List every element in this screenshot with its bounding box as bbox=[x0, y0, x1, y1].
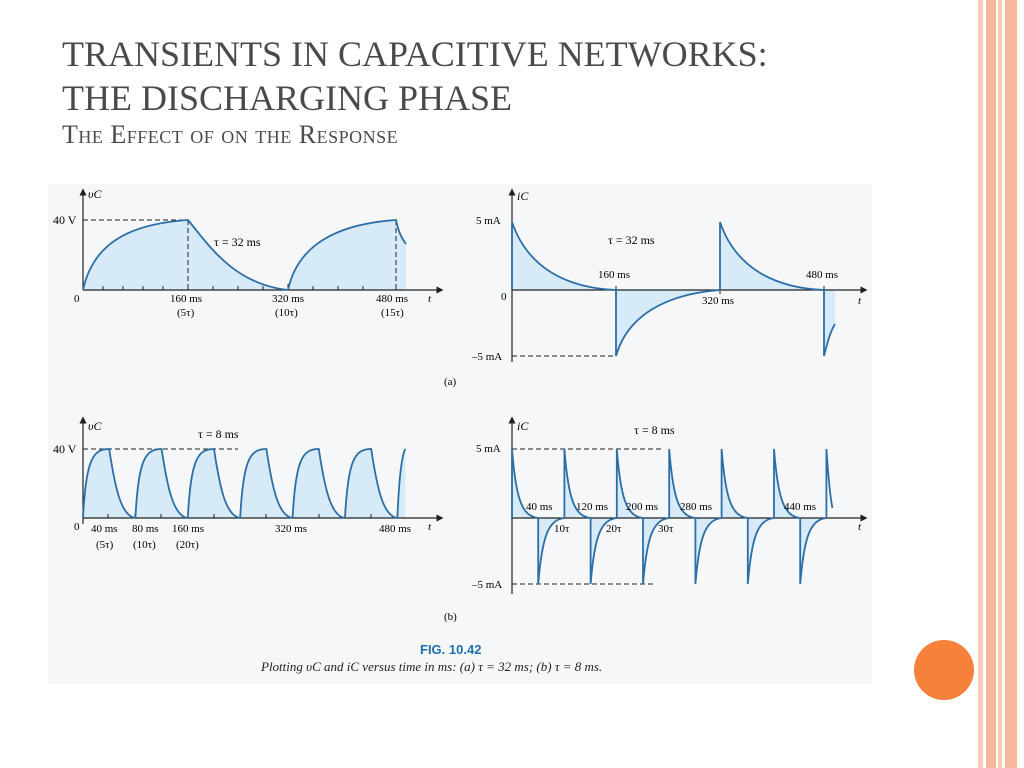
vc-b-tick-1: 40 ms bbox=[91, 523, 118, 535]
orange-circle-decoration bbox=[914, 640, 974, 700]
ic-b-xlabel: t bbox=[858, 521, 862, 533]
ic-b-curve bbox=[511, 448, 834, 585]
slide-title: TRANSIENTS IN CAPACITIVE NETWORKS: THE D… bbox=[62, 32, 962, 120]
panel-b-vc-plot: υC 40 V 0 t τ = 8 ms 40 ms 80 ms 160 ms … bbox=[53, 416, 444, 551]
ic-a-tick-above-1: 160 ms bbox=[598, 269, 630, 281]
vc-b-level: 40 V bbox=[53, 442, 77, 456]
figure-svg: υC 40 V 0 t τ = 32 ms 160 ms 320 ms 480 … bbox=[53, 187, 868, 674]
ic-a-xlabel: t bbox=[858, 295, 862, 307]
right-stripe-4 bbox=[1005, 0, 1017, 768]
vc-a-fill-2 bbox=[288, 220, 406, 290]
ic-b-tick-below-2: 20τ bbox=[606, 523, 622, 535]
vc-b-tick-sub-2: (10τ) bbox=[133, 539, 156, 551]
vc-a-fill bbox=[83, 220, 288, 290]
ic-a-curve bbox=[511, 221, 836, 357]
title-line-2: THE DISCHARGING PHASE bbox=[62, 78, 513, 118]
ic-a-fill-pos-2 bbox=[720, 222, 824, 290]
vc-a-tick-sub-1: (5τ) bbox=[177, 307, 195, 319]
vc-b-tau: τ = 8 ms bbox=[198, 427, 239, 441]
vc-b-origin: 0 bbox=[74, 521, 80, 533]
ic-b-tick-below-3: 30τ bbox=[658, 523, 674, 535]
right-stripe-3 bbox=[998, 0, 1002, 768]
vc-a-xlabel: t bbox=[428, 293, 432, 305]
vc-a-curve bbox=[82, 219, 407, 291]
ic-a-ylabel: iC bbox=[517, 189, 529, 203]
figure-panel: υC 40 V 0 t τ = 32 ms 160 ms 320 ms 480 … bbox=[48, 184, 872, 684]
vc-b-xlabel: t bbox=[428, 521, 432, 533]
panel-a-vc-plot: υC 40 V 0 t τ = 32 ms 160 ms 320 ms 480 … bbox=[53, 187, 444, 319]
ic-b-tick-above-2: 120 ms bbox=[576, 501, 608, 513]
ic-a-tau: τ = 32 ms bbox=[608, 233, 655, 247]
ic-b-pos: 5 mA bbox=[476, 443, 501, 455]
vc-b-tick-2: 80 ms bbox=[132, 523, 159, 535]
ic-b-tick-above-4: 280 ms bbox=[680, 501, 712, 513]
ic-b-ylabel: iC bbox=[517, 419, 529, 433]
vc-b-tick-5: 480 ms bbox=[379, 523, 411, 535]
vc-b-ylabel: υC bbox=[88, 419, 103, 433]
panel-a-label: (a) bbox=[444, 376, 457, 388]
vc-b-tick-sub-3: (20τ) bbox=[176, 539, 199, 551]
vc-a-tick-sub-2: (10τ) bbox=[275, 307, 298, 319]
ic-a-fill-neg bbox=[616, 290, 720, 356]
title-line-1: TRANSIENTS IN CAPACITIVE NETWORKS: bbox=[62, 34, 768, 74]
ic-a-neg: –5 mA bbox=[471, 351, 502, 363]
panel-a-ic-plot: iC 5 mA –5 mA 0 t τ = 32 ms 160 ms 480 m… bbox=[471, 188, 868, 363]
ic-a-fill-neg-2 bbox=[824, 290, 835, 356]
vc-a-origin: 0 bbox=[74, 293, 80, 305]
slide-subtitle: The Effect of on the Response bbox=[62, 120, 399, 149]
panel-b-ic-plot: iC 5 mA –5 mA t τ = 8 ms 40 ms 120 ms 20… bbox=[471, 416, 868, 594]
ic-b-fill bbox=[512, 449, 827, 584]
ic-a-tick-below: 320 ms bbox=[702, 295, 734, 307]
vc-a-tick-3: 480 ms bbox=[376, 293, 408, 305]
ic-b-tick-above-5: 440 ms bbox=[784, 501, 816, 513]
figure-caption: Plotting υC and iC versus time in ms: (a… bbox=[260, 659, 602, 674]
vc-a-tau: τ = 32 ms bbox=[214, 235, 261, 249]
vc-a-tick-sub-3: (15τ) bbox=[381, 307, 404, 319]
figure-number: FIG. 10.42 bbox=[420, 642, 481, 657]
panel-b-label: (b) bbox=[444, 611, 457, 623]
ic-a-fill-pos bbox=[512, 222, 616, 290]
vc-b-tick-4: 320 ms bbox=[275, 523, 307, 535]
ic-b-neg: –5 mA bbox=[471, 579, 502, 591]
ic-b-tick-above-1: 40 ms bbox=[526, 501, 553, 513]
vc-a-ylabel: υC bbox=[88, 187, 103, 201]
vc-a-level: 40 V bbox=[53, 213, 77, 227]
ic-b-tick-below-1: 10τ bbox=[554, 523, 570, 535]
ic-a-tick-above-2: 480 ms bbox=[806, 269, 838, 281]
ic-b-tau: τ = 8 ms bbox=[634, 423, 675, 437]
ic-a-origin: 0 bbox=[501, 291, 507, 303]
vc-b-curve bbox=[82, 448, 407, 519]
vc-b-tick-sub-1: (5τ) bbox=[96, 539, 114, 551]
right-stripe-1 bbox=[978, 0, 983, 768]
ic-b-tick-above-3: 200 ms bbox=[626, 501, 658, 513]
ic-a-pos: 5 mA bbox=[476, 215, 501, 227]
vc-a-tick-2: 320 ms bbox=[272, 293, 304, 305]
vc-b-tick-3: 160 ms bbox=[172, 523, 204, 535]
right-stripe-2 bbox=[986, 0, 996, 768]
vc-a-tick-1: 160 ms bbox=[170, 293, 202, 305]
vc-b-fill bbox=[83, 449, 406, 518]
